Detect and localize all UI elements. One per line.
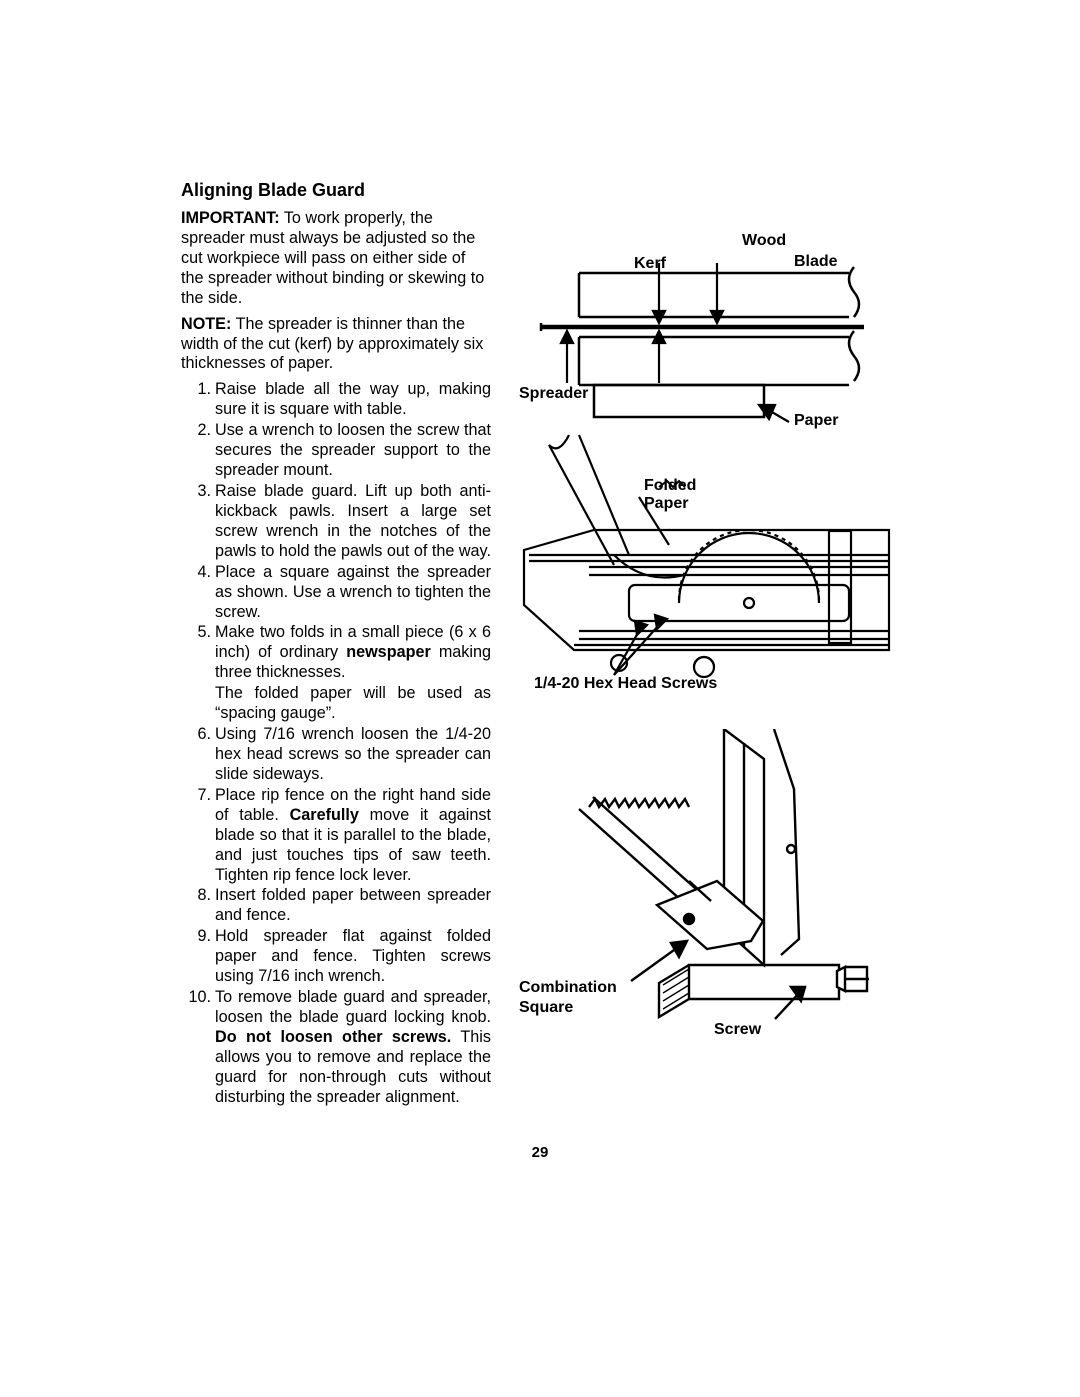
step-3: 3.Raise blade guard. Lift up both anti-k…	[181, 482, 491, 562]
label-kerf: Kerf	[634, 255, 666, 273]
step-6-text: Using 7/16 wrench loosen the 1/4-20 hex …	[215, 725, 491, 783]
important-label: IMPORTANT:	[181, 209, 280, 227]
label-paper: Paper	[794, 412, 838, 430]
note-label: NOTE:	[181, 315, 231, 333]
step-10-text: To remove blade guard and spreader, loos…	[215, 988, 491, 1106]
step-9-text: Hold spreader flat against folded paper …	[215, 927, 491, 985]
note-paragraph: NOTE: The spreader is thinner than the w…	[181, 315, 491, 375]
step-2-text: Use a wrench to loosen the screw that se…	[215, 421, 491, 479]
step-5-text: Make two folds in a small piece (6 x 6 i…	[215, 623, 491, 681]
step-9: 9.Hold spreader flat against folded pape…	[181, 927, 491, 987]
label-combination-2: Square	[519, 999, 573, 1017]
label-folded-paper-2: Paper	[644, 495, 688, 513]
label-wood: Wood	[742, 232, 786, 250]
page-number: 29	[0, 1144, 1080, 1161]
section-heading: Aligning Blade Guard	[181, 180, 903, 201]
step-7: 7.Place rip fence on the right hand side…	[181, 786, 491, 886]
steps-list: 1.Raise blade all the way up, making sur…	[181, 380, 491, 683]
step-10: 10.To remove blade guard and spreader, l…	[181, 988, 491, 1108]
diagram-column: Wood Kerf Blade Spreader Paper Folded Pa…	[519, 209, 899, 1109]
step-1-text: Raise blade all the way up, making sure …	[215, 380, 491, 418]
step-1: 1.Raise blade all the way up, making sur…	[181, 380, 491, 420]
label-blade: Blade	[794, 253, 838, 271]
step-6: 6.Using 7/16 wrench loosen the 1/4-20 he…	[181, 725, 491, 785]
label-folded-paper-1: Folded	[644, 477, 696, 495]
text-column: IMPORTANT: To work properly, the spreade…	[181, 209, 491, 1109]
label-spreader: Spreader	[519, 385, 588, 403]
label-hex-screws: 1/4-20 Hex Head Screws	[534, 675, 717, 693]
label-combination-1: Combination	[519, 979, 617, 997]
important-paragraph: IMPORTANT: To work properly, the spreade…	[181, 209, 491, 309]
step-8: 8.Insert folded paper between spreader a…	[181, 886, 491, 926]
step-2: 2.Use a wrench to loosen the screw that …	[181, 421, 491, 481]
step-7-text: Place rip fence on the right hand side o…	[215, 786, 491, 884]
step-4: 4.Place a square against the spreader as…	[181, 563, 491, 623]
step-5-note: The folded paper will be used as “spacin…	[181, 684, 491, 724]
step-4-text: Place a square against the spreader as s…	[215, 563, 491, 621]
step-3-text: Raise blade guard. Lift up both anti-kic…	[215, 482, 491, 560]
label-screw: Screw	[714, 1021, 761, 1039]
figure-top-svg	[519, 215, 899, 685]
step-5: 5.Make two folds in a small piece (6 x 6…	[181, 623, 491, 683]
step-8-text: Insert folded paper between spreader and…	[215, 886, 491, 924]
steps-list-cont: 6.Using 7/16 wrench loosen the 1/4-20 he…	[181, 725, 491, 1108]
